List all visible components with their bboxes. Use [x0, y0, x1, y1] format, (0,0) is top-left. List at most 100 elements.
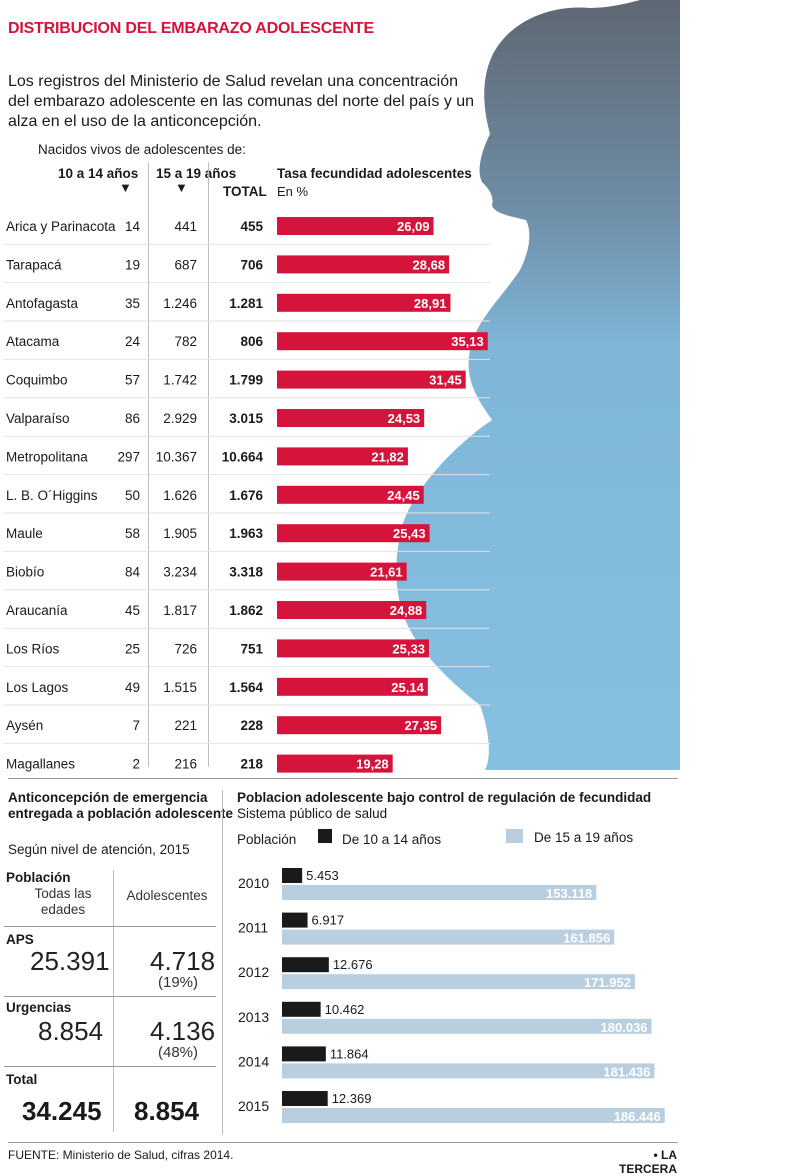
ec-adolescentes-value: 4.718: [150, 946, 216, 976]
births-10-14-value: 86: [125, 411, 140, 426]
births-15-19-value: 687: [174, 257, 197, 272]
births-10-14-value: 45: [125, 603, 140, 618]
region-label: Aysén: [6, 718, 43, 733]
births-15-19-value: 1.626: [163, 488, 197, 503]
births-10-14-value: 35: [125, 296, 140, 311]
births-total-value: 1.281: [229, 296, 263, 311]
rate-bar-label: 21,61: [370, 565, 403, 580]
section-divider: [8, 778, 678, 779]
col-header-total: TOTAL: [223, 184, 267, 199]
rate-bar: [277, 562, 407, 581]
region-label: Tarapacá: [6, 257, 62, 272]
births-10-14-value: 49: [125, 680, 140, 695]
births-total-value: 1.676: [229, 488, 263, 503]
rate-bar: [277, 601, 427, 619]
births-10-14-value: 50: [125, 488, 140, 503]
bar-10-14-label: 12.369: [332, 1091, 372, 1106]
year-label: 2012: [238, 964, 269, 980]
bar-10-14-label: 11.864: [330, 1046, 369, 1061]
population-chart: 2010 5.453 153.118 2011 6.917 161.856 2012 12.6…: [238, 868, 665, 1124]
births-total-value: 3.015: [229, 411, 263, 426]
col-arrow-15-19: ▼: [175, 180, 188, 195]
ec-todas-value: 8.854: [38, 1016, 104, 1046]
bar-15-19-label: 180.036: [601, 1020, 648, 1035]
rate-bar-label: 25,33: [392, 641, 425, 656]
births-15-19-value: 441: [174, 219, 197, 234]
footer-source: FUENTE: Ministerio de Salud, cifras 2014…: [8, 1148, 234, 1162]
births-10-14-value: 7: [132, 718, 140, 733]
bar-10-14-label: 6.917: [312, 913, 345, 928]
page-title: DISTRIBUCION DEL EMBARAZO ADOLESCENTE: [8, 20, 374, 37]
bar-15-19-label: 171.952: [584, 975, 631, 990]
births-15-19-value: 1.515: [163, 680, 197, 695]
births-15-19-value: 2.929: [163, 411, 197, 426]
population-title: Poblacion adolescente bajo control de re…: [237, 790, 652, 805]
bar-10-14-label: 5.453: [306, 868, 339, 883]
region-label: Arica y Parinacota: [6, 219, 116, 234]
births-total-value: 706: [240, 257, 263, 272]
rate-bar-label: 28,68: [413, 257, 446, 272]
ec-row-divider-3: [4, 1066, 216, 1067]
births-header: Nacidos vivos de adolescentes de:: [38, 142, 246, 157]
rate-bar-label: 25,14: [391, 680, 424, 695]
legend-swatch-15-19: [506, 829, 523, 843]
bar-10-14: [282, 1001, 321, 1017]
col-header-rate-unit: En %: [277, 184, 309, 199]
rate-bar-label: 35,13: [451, 334, 484, 349]
births-15-19-value: 1.905: [163, 526, 197, 541]
bar-15-19: [282, 1063, 655, 1079]
legend-swatch-10-14: [318, 829, 332, 843]
births-15-19-value: 726: [174, 641, 197, 656]
rate-bar: [277, 447, 408, 466]
region-label: Antofagasta: [6, 296, 79, 311]
ec-pct-value: (48%): [158, 1044, 199, 1061]
rate-bar-label: 25,43: [393, 526, 426, 541]
legend-label-10-14: De 10 a 14 años: [342, 832, 442, 847]
ec-row-label: Urgencias: [6, 1000, 72, 1015]
births-15-19-value: 782: [174, 334, 197, 349]
bar-10-14-label: 12.676: [333, 957, 373, 972]
panel-divider: [222, 790, 223, 1135]
rate-bar: [277, 370, 466, 389]
bar-15-19-label: 153.118: [546, 886, 592, 901]
ec-pct-value: (19%): [158, 974, 199, 991]
rate-bar-label: 26,09: [397, 219, 430, 234]
births-total-value: 10.664: [222, 449, 264, 464]
year-label: 2011: [238, 920, 268, 936]
births-15-19-value: 1.742: [163, 373, 197, 388]
ec-todas-value: 25.391: [30, 946, 110, 976]
region-label: Los Ríos: [6, 641, 60, 656]
births-total-value: 751: [240, 641, 263, 656]
region-label: Biobío: [6, 565, 44, 580]
rate-bar-label: 24,88: [390, 603, 423, 618]
births-10-14-value: 2: [132, 757, 140, 772]
ec-col-divider: [113, 870, 114, 1132]
region-label: Metropolitana: [6, 449, 88, 464]
births-15-19-value: 1.817: [163, 603, 197, 618]
births-total-value: 3.318: [229, 565, 263, 580]
emergency-subtitle: Según nivel de atención, 2015: [8, 842, 190, 857]
silhouette-shape: [396, 0, 680, 770]
rate-bar-label: 27,35: [405, 718, 438, 733]
rate-bar: [277, 754, 393, 773]
intro-text: Los registros del Ministerio de Salud re…: [8, 73, 475, 130]
ec-total-adolescentes: 8.854: [134, 1096, 200, 1126]
births-10-14-value: 58: [125, 526, 140, 541]
rate-bar: [277, 524, 430, 543]
births-10-14-value: 24: [125, 334, 141, 349]
rate-bar-label: 24,53: [388, 411, 421, 426]
pregnant-silhouette: [396, 0, 680, 770]
population-subtitle: Sistema público de salud: [237, 806, 388, 821]
region-label: Coquimbo: [6, 373, 68, 388]
year-label: 2015: [238, 1098, 269, 1114]
ec-row-divider-1: [4, 926, 216, 927]
births-10-14-value: 84: [125, 565, 141, 580]
births-15-19-value: 3.234: [163, 565, 197, 580]
rate-bar: [277, 639, 429, 658]
births-15-19-value: 10.367: [156, 449, 197, 464]
rate-bar: [277, 485, 424, 504]
divider-10-14: [148, 162, 149, 767]
ec-row-divider-2: [4, 996, 216, 997]
births-15-19-value: 216: [174, 757, 197, 772]
bar-15-19: [282, 885, 597, 900]
